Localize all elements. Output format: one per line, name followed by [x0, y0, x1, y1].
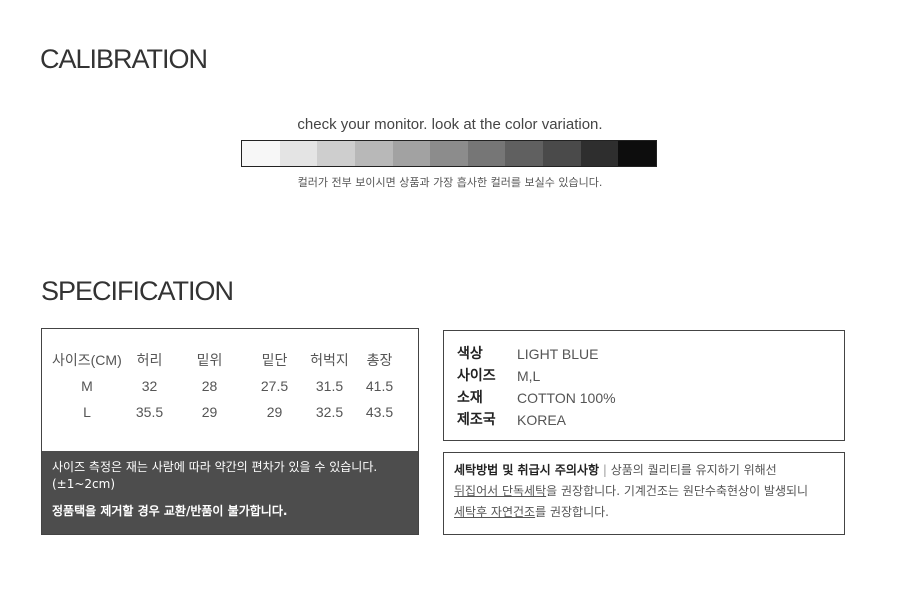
cell: 32.5	[315, 404, 344, 420]
calibration-note: 컬러가 전부 보이시면 상품과 가장 흡사한 컬러를 보실수 있습니다.	[297, 176, 603, 189]
cell: 27.5	[260, 378, 289, 394]
cell: 28	[201, 378, 218, 394]
info-row-material: 소재 COTTON 100%	[457, 387, 831, 409]
care-text: 을 권장합니다. 기계건조는 원단수축현상이 발생되니	[546, 484, 809, 498]
cell: 31.5	[315, 378, 344, 394]
info-row-origin: 제조국 KOREA	[457, 409, 831, 431]
info-value: COTTON 100%	[517, 390, 616, 406]
cell: L	[83, 404, 91, 420]
care-emphasis: 세탁후 자연건조	[454, 505, 536, 519]
care-text: 상품의 퀄리티를 유지하기 위해선	[610, 463, 777, 477]
specification-title: SPECIFICATION	[41, 276, 234, 306]
info-label: 사이즈	[457, 368, 496, 384]
size-note: 사이즈 측정은 재는 사람에 따라 약간의 편차가 있을 수 있습니다.	[52, 460, 378, 474]
gray-swatch	[354, 141, 393, 166]
table-header-row: 사이즈(CM) 허리 밑위 밑단 허벅지 총장	[52, 347, 407, 373]
care-instructions-box: 세탁방법 및 취급시 주의사항 | 상품의 퀄리티를 유지하기 위해선 뒤집어서…	[443, 452, 845, 535]
info-value: KOREA	[517, 412, 567, 428]
cell: 32	[141, 378, 158, 394]
gray-swatch	[505, 141, 544, 166]
header-rise: 밑위	[196, 352, 223, 368]
cell: 35.5	[135, 404, 164, 420]
info-label: 색상	[457, 346, 483, 362]
grayscale-swatch-bar	[241, 140, 657, 167]
cell: M	[81, 378, 93, 394]
gray-swatch	[242, 141, 280, 166]
care-text: 를 권장합니다.	[535, 505, 609, 519]
header-length: 총장	[366, 352, 393, 368]
cell: 29	[201, 404, 218, 420]
header-thigh: 허벅지	[310, 352, 349, 368]
calibration-caption: check your monitor. look at the color va…	[297, 116, 603, 133]
tag-warning: 정품택을 제거할 경우 교환/반품이 불가합니다.	[52, 504, 288, 518]
size-note-range: (±1~2cm)	[52, 477, 116, 491]
separator: |	[599, 463, 611, 477]
info-row-color: 색상 LIGHT BLUE	[457, 343, 831, 365]
gray-swatch	[392, 141, 431, 166]
size-note-panel: 사이즈 측정은 재는 사람에 따라 약간의 편차가 있을 수 있습니다. (±1…	[42, 451, 418, 534]
gray-swatch	[543, 141, 581, 166]
header-waist: 허리	[136, 352, 163, 368]
info-value: LIGHT BLUE	[517, 346, 599, 362]
gray-swatch	[580, 141, 619, 166]
table-row: M 32 28 27.5 31.5 41.5	[52, 373, 407, 399]
size-chart-box: 사이즈(CM) 허리 밑위 밑단 허벅지 총장 M 32 28 27.5 31.…	[41, 328, 419, 535]
gray-swatch	[430, 141, 468, 166]
gray-swatch	[279, 141, 318, 166]
cell: 43.5	[365, 404, 394, 420]
care-emphasis: 뒤집어서 단독세탁	[454, 484, 547, 498]
header-hem: 밑단	[261, 352, 288, 368]
table-row: L 35.5 29 29 32.5 43.5	[52, 399, 407, 425]
info-label: 제조국	[457, 412, 496, 428]
gray-swatch	[317, 141, 355, 166]
gray-swatch	[467, 141, 506, 166]
info-value: M,L	[517, 368, 541, 384]
info-row-size: 사이즈 M,L	[457, 365, 831, 387]
size-table: 사이즈(CM) 허리 밑위 밑단 허벅지 총장 M 32 28 27.5 31.…	[52, 347, 407, 425]
gray-swatch	[618, 141, 657, 166]
calibration-title: CALIBRATION	[40, 44, 208, 74]
header-size: 사이즈(CM)	[52, 352, 122, 368]
product-info-box: 색상 LIGHT BLUE 사이즈 M,L 소재 COTTON 100% 제조국 KOR…	[443, 330, 845, 441]
care-title: 세탁방법 및 취급시 주의사항	[454, 463, 600, 477]
cell: 29	[266, 404, 283, 420]
info-label: 소재	[457, 390, 483, 406]
cell: 41.5	[365, 378, 394, 394]
